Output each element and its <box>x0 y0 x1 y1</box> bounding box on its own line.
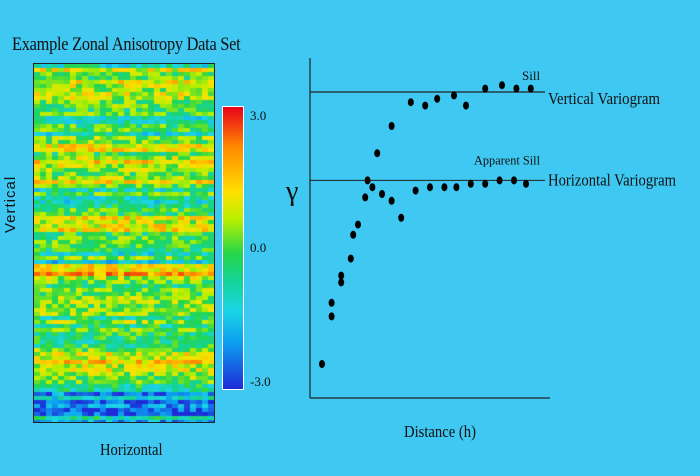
horizontal-variogram-point-16 <box>496 176 503 185</box>
horizontal-variogram-label: Horizontal Variogram <box>548 170 676 189</box>
horizontal-variogram-point-3 <box>347 254 354 263</box>
horizontal-variogram-point-15 <box>482 179 489 188</box>
horizontal-variogram-point-6 <box>369 183 376 192</box>
horizontal-variogram-point-1 <box>328 298 335 307</box>
vertical-variogram-point-3 <box>338 278 345 287</box>
vertical-variogram-point-4 <box>350 230 357 239</box>
vertical-variogram-point-1 <box>319 360 325 368</box>
vertical-variogram-point-15 <box>513 84 520 93</box>
vertical-variogram-label: Vertical Variogram <box>548 89 660 108</box>
horizontal-variogram-point-7 <box>379 190 385 198</box>
vertical-variogram-point-14 <box>499 81 505 90</box>
vertical-variogram-point-6 <box>374 149 381 158</box>
vertical-variogram-point-11 <box>451 91 457 100</box>
colorbar-tick-max: 3.0 <box>250 108 267 123</box>
vertical-variogram-point-10 <box>434 94 441 103</box>
vertical-variogram-point-13 <box>482 84 489 93</box>
zonal-anisotropy-heatmap <box>34 64 214 422</box>
vertical-variogram-point-9 <box>422 101 429 110</box>
horizontal-variogram-point-18 <box>523 179 529 188</box>
horizontal-variogram-point-12 <box>441 183 448 192</box>
sill-annotation: Sill <box>522 68 540 83</box>
heatmap-frame <box>33 63 215 423</box>
colorbar <box>222 106 244 390</box>
vertical-variogram-point-8 <box>407 98 414 107</box>
horizontal-variogram-point-4 <box>355 220 361 229</box>
horizontal-variogram-point-11 <box>427 183 433 192</box>
x-axis-label: Distance (h) <box>404 422 476 441</box>
y-axis-label: γ <box>285 176 298 207</box>
horizontal-variogram-point-9 <box>398 213 405 222</box>
horizontal-variogram-point-2 <box>338 271 345 280</box>
heatmap-title: Example Zonal Anisotropy Data Set <box>12 34 241 55</box>
horizontal-variogram-point-5 <box>362 193 369 202</box>
vertical-variogram-point-16 <box>527 84 534 93</box>
horizontal-variogram-point-14 <box>467 179 474 188</box>
horizontal-variogram-point-17 <box>511 176 517 185</box>
vertical-variogram-point-2 <box>328 312 335 321</box>
vertical-variogram-point-12 <box>463 101 469 110</box>
horizontal-axis-label: Horizontal <box>100 440 163 459</box>
horizontal-variogram-point-10 <box>412 186 419 195</box>
colorbar-tick-min: -3.0 <box>250 374 271 389</box>
horizontal-variogram-point-8 <box>388 196 395 205</box>
vertical-variogram-point-5 <box>364 176 371 185</box>
horizontal-variogram-point-13 <box>453 183 460 192</box>
apparent-sill-annotation: Apparent Sill <box>474 152 540 167</box>
colorbar-tick-zero: 0.0 <box>250 240 267 255</box>
vertical-variogram-point-7 <box>388 122 395 130</box>
